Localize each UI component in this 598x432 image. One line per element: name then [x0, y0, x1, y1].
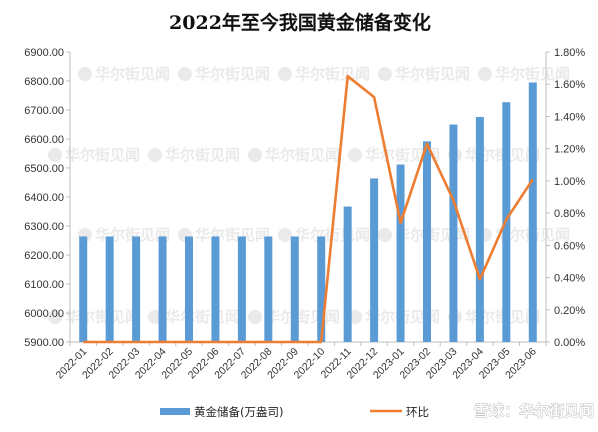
right-axis-tick-label: 0.80% — [554, 208, 585, 220]
right-axis-tick-label: 0.60% — [554, 240, 585, 252]
line-series — [83, 74, 534, 344]
bar — [475, 116, 484, 343]
right-axis-tick-label: 1.80% — [554, 47, 585, 59]
watermark-logo-icon — [78, 67, 92, 81]
left-axis-tick-label: 6600.00 — [24, 134, 64, 146]
watermark-text: 华尔街见闻 — [65, 146, 140, 164]
watermark-logo-icon — [378, 67, 392, 81]
right-axis-tick-label: 1.60% — [554, 79, 585, 91]
bar-series — [79, 82, 537, 343]
left-axis-tick-label: 5900.00 — [24, 337, 64, 349]
left-axis-tick-label: 6800.00 — [24, 76, 64, 88]
watermark-text: 华尔街见闻 — [95, 65, 170, 83]
watermark-logo-icon — [48, 310, 62, 324]
corner-watermark: 雪球：华尔街见闻 — [474, 402, 594, 420]
right-axis-tick-label: 0.00% — [554, 337, 585, 349]
bar — [158, 236, 167, 342]
bar — [370, 178, 379, 342]
right-axis-tick-label: 1.20% — [554, 144, 585, 156]
watermark-text: 华尔街见闻 — [165, 308, 240, 326]
watermark-logo-icon — [148, 148, 162, 162]
watermark-logo-icon — [178, 67, 192, 81]
left-axis-tick-label: 6700.00 — [24, 105, 64, 117]
watermark-logo-icon — [148, 310, 162, 324]
watermark-logo-icon — [48, 148, 62, 162]
watermark-text: 华尔街见闻 — [195, 65, 270, 83]
bar — [264, 236, 273, 342]
chart-title: 2022年至今我国黄金储备变化 — [169, 11, 431, 34]
left-axis-tick-label: 6900.00 — [24, 47, 64, 59]
watermark-text: 华尔街见闻 — [495, 65, 570, 83]
x-axis-labels: 2022-012022-022022-032022-042022-052022-… — [54, 346, 539, 382]
bar — [290, 236, 299, 342]
bar — [423, 141, 431, 342]
legend-line-label: 环比 — [406, 405, 429, 419]
watermark-logo-icon — [278, 67, 292, 81]
watermark-logo-icon — [378, 228, 392, 242]
bar — [343, 206, 352, 342]
watermark-logo-icon — [248, 148, 262, 162]
bar — [317, 236, 326, 342]
line-series-path — [83, 74, 534, 344]
watermark-logo-icon — [248, 310, 262, 324]
left-axis-tick-label: 6400.00 — [24, 192, 64, 204]
watermark-text: 华尔街见闻 — [195, 226, 270, 244]
legend-bar-swatch — [160, 408, 190, 415]
left-axis-tick-label: 6300.00 — [24, 221, 64, 233]
right-axis-tick-label: 0.20% — [554, 305, 585, 317]
watermark-text: 华尔街见闻 — [395, 65, 470, 83]
watermark-text: 华尔街见闻 — [165, 146, 240, 164]
bar — [185, 236, 193, 342]
legend: 黄金储备(万盎司) 环比 — [160, 405, 429, 419]
bar — [396, 164, 405, 342]
bar — [237, 236, 246, 342]
left-axis-tick-label: 6100.00 — [24, 279, 64, 291]
watermark-text: 华尔街见闻 — [65, 308, 140, 326]
right-axis-tick-label: 1.40% — [554, 111, 585, 123]
watermark-logo-icon — [478, 67, 492, 81]
right-axis-tick-label: 0.40% — [554, 273, 585, 285]
bar — [105, 236, 114, 342]
watermark-logo-icon — [278, 228, 292, 242]
bar — [528, 82, 537, 342]
left-axis-tick-label: 6200.00 — [24, 250, 64, 262]
watermark-text: 华尔街见闻 — [395, 226, 470, 244]
right-axis-tick-label: 1.00% — [554, 176, 585, 188]
left-axis-tick-label: 6500.00 — [24, 163, 64, 175]
bar — [211, 236, 220, 342]
legend-bar-label: 黄金储备(万盎司) — [194, 405, 283, 419]
watermark-text: 华尔街见闻 — [265, 146, 340, 164]
watermark-text: 华尔街见闻 — [95, 226, 170, 244]
watermark-text: 华尔街见闻 — [265, 308, 340, 326]
bar — [449, 124, 458, 342]
bar — [132, 236, 141, 342]
left-axis-tick-label: 6000.00 — [24, 308, 64, 320]
watermark-logo-icon — [348, 148, 362, 162]
watermark-text: 华尔街见闻 — [295, 65, 370, 83]
bar — [79, 236, 88, 342]
